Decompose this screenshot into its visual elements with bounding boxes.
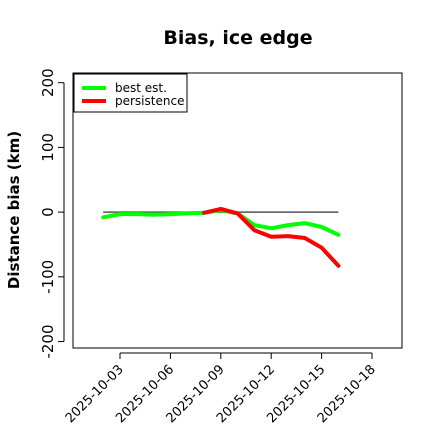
data-point-best-est-14 xyxy=(336,233,340,237)
data-point-persistence-3 xyxy=(252,228,256,232)
y-axis-label: Distance bias (km) xyxy=(5,131,23,289)
data-point-persistence-6 xyxy=(303,236,307,240)
x-axis: 2025-10-032025-10-062025-10-092025-10-12… xyxy=(63,352,379,426)
data-point-persistence-7 xyxy=(320,246,324,250)
data-point-best-est-1 xyxy=(118,212,122,216)
series-layer xyxy=(101,206,341,268)
plot-frame xyxy=(72,72,403,349)
data-point-persistence-2 xyxy=(236,211,240,216)
data-point-best-est-5 xyxy=(185,211,189,216)
series-line-best-est xyxy=(101,208,341,237)
data-point-best-est-4 xyxy=(168,212,172,216)
data-point-persistence-0 xyxy=(202,211,206,215)
data-point-persistence-4 xyxy=(269,235,273,239)
y-tick-label-3: 100 xyxy=(39,133,57,162)
data-point-best-est-12 xyxy=(303,221,307,225)
data-point-persistence-1 xyxy=(219,207,223,211)
y-tick-label-0: -200 xyxy=(39,325,57,359)
data-point-best-est-11 xyxy=(286,223,290,227)
data-point-best-est-10 xyxy=(269,226,273,230)
y-tick-label-2: 0 xyxy=(39,207,57,217)
legend: best est. persistence xyxy=(73,73,188,113)
legend-label-persistence: persistence xyxy=(115,94,184,108)
y-tick-label-1: -100 xyxy=(39,260,57,294)
y-axis: -200 -100 0 100 200 xyxy=(39,68,65,359)
data-point-persistence-5 xyxy=(286,234,290,238)
data-point-best-est-9 xyxy=(252,223,256,227)
data-point-persistence-8 xyxy=(336,264,340,268)
y-tick-label-4: 200 xyxy=(39,68,57,97)
data-point-best-est-2 xyxy=(135,212,139,216)
data-point-best-est-3 xyxy=(152,213,156,217)
legend-box xyxy=(73,73,188,113)
chart-title: Bias, ice edge xyxy=(163,27,312,49)
data-point-best-est-0 xyxy=(101,215,105,219)
data-point-best-est-13 xyxy=(320,225,324,229)
legend-label-best-est: best est. xyxy=(115,81,167,95)
